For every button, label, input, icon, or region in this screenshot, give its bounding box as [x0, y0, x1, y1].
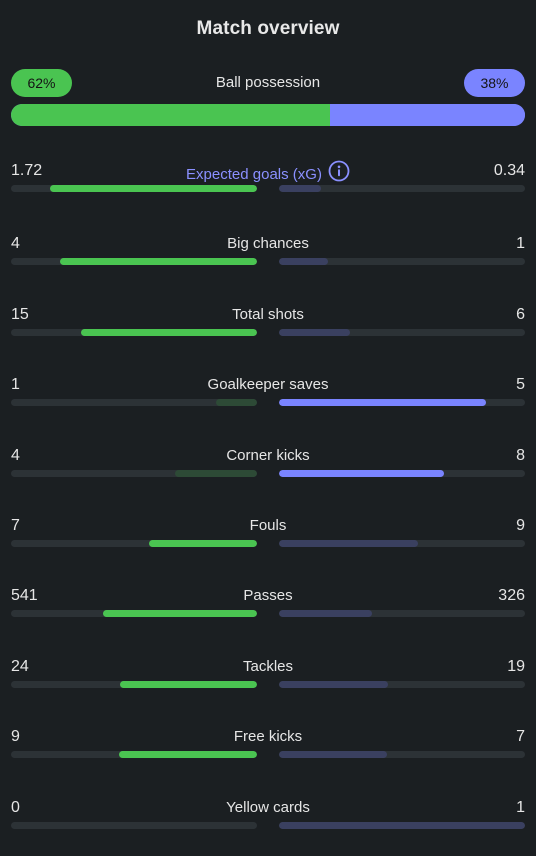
stat-label: Tackles — [242, 658, 294, 675]
home-bar-track — [11, 329, 257, 336]
stat-label-wrap: Fouls — [11, 516, 525, 536]
home-bar-track — [11, 185, 257, 192]
home-bar-fill — [148, 540, 257, 547]
away-bar-track — [279, 540, 525, 547]
stat-label: Corner kicks — [226, 447, 310, 464]
possession-bar — [11, 104, 525, 126]
home-bar-track — [11, 399, 257, 406]
home-bar-fill — [216, 399, 257, 406]
stat-row-corner-kicks: 4 Corner kicks 8 — [11, 446, 525, 488]
home-value: 1 — [11, 376, 20, 393]
away-possession-badge: 38% — [464, 69, 525, 97]
home-bar-fill — [119, 751, 257, 758]
away-bar-fill — [279, 681, 389, 688]
home-bar-fill — [174, 470, 257, 477]
away-bar-track — [279, 822, 525, 829]
stat-label: Fouls — [249, 517, 287, 534]
home-bar-fill — [103, 610, 257, 617]
home-possession-badge: 62% — [11, 69, 72, 97]
away-value: 6 — [516, 306, 525, 323]
away-bar-fill — [279, 185, 321, 192]
away-value: 326 — [498, 587, 525, 604]
possession-bar-home — [11, 104, 330, 126]
away-bar-fill — [279, 470, 444, 477]
stat-row-fouls: 7 Fouls 9 — [11, 516, 525, 558]
home-bar-fill — [120, 681, 257, 688]
home-value: 0 — [11, 799, 20, 816]
stat-label: Expected goals (xG) — [186, 165, 322, 183]
away-value: 1 — [516, 235, 525, 252]
home-value: 4 — [11, 235, 20, 252]
away-bar-track — [279, 185, 525, 192]
stat-label: Big chances — [227, 235, 309, 252]
home-value: 15 — [11, 306, 29, 323]
home-bar-track — [11, 610, 257, 617]
away-bar-fill — [279, 399, 486, 406]
home-value: 24 — [11, 658, 29, 675]
away-value: 5 — [516, 376, 525, 393]
away-value: 8 — [516, 447, 525, 464]
stat-label: Yellow cards — [226, 799, 310, 816]
possession-bar-away — [329, 104, 525, 126]
stat-label-wrap: Free kicks — [11, 727, 525, 747]
away-value: 1 — [516, 799, 525, 816]
stat-row-big-chances: 4 Big chances 1 — [11, 234, 525, 276]
away-bar-fill — [279, 610, 373, 617]
stat-label-wrap: Total shots — [11, 305, 525, 325]
possession-header: 62% Ball possession 38% — [11, 69, 525, 97]
away-bar-fill — [279, 822, 525, 829]
home-bar-fill — [81, 329, 257, 336]
home-value: 4 — [11, 447, 20, 464]
home-value: 7 — [11, 517, 20, 534]
home-bar-track — [11, 681, 257, 688]
stat-label-wrap: Big chances — [11, 234, 525, 254]
stat-row-total-shots: 15 Total shots 6 — [11, 305, 525, 347]
stat-label-wrap: Tackles — [11, 657, 525, 677]
home-value: 9 — [11, 728, 20, 745]
stat-label-wrap: Passes — [11, 586, 525, 606]
away-bar-fill — [279, 258, 329, 265]
page-title: Match overview — [196, 18, 340, 39]
away-bar-track — [279, 399, 525, 406]
stat-label-wrap[interactable]: Expected goals (xG) — [11, 160, 525, 189]
away-bar-track — [279, 681, 525, 688]
home-bar-fill — [60, 258, 257, 265]
away-bar-track — [279, 610, 525, 617]
stat-row-passes: 541 Passes 326 — [11, 586, 525, 628]
home-bar-track — [11, 470, 257, 477]
away-bar-fill — [279, 751, 388, 758]
stat-row-expected-goals-xg: 1.72 Expected goals (xG) 0.34 — [11, 160, 525, 203]
stat-row-goalkeeper-saves: 1 Goalkeeper saves 5 — [11, 375, 525, 417]
stat-label-wrap: Yellow cards — [11, 798, 525, 818]
stat-row-yellow-cards: 0 Yellow cards 1 — [11, 798, 525, 840]
possession-label: Ball possession — [215, 74, 321, 91]
stat-label: Total shots — [232, 306, 304, 323]
away-bar-fill — [279, 329, 351, 336]
stat-label: Passes — [243, 587, 293, 604]
home-bar-track — [11, 258, 257, 265]
home-bar-track — [11, 751, 257, 758]
home-bar-track — [11, 822, 257, 829]
stat-row-tackles: 24 Tackles 19 — [11, 657, 525, 699]
stat-label-wrap: Goalkeeper saves — [11, 375, 525, 395]
home-bar-track — [11, 540, 257, 547]
away-bar-fill — [279, 540, 418, 547]
away-bar-track — [279, 470, 525, 477]
stat-row-free-kicks: 9 Free kicks 7 — [11, 727, 525, 769]
away-bar-track — [279, 258, 525, 265]
away-bar-track — [279, 329, 525, 336]
away-value: 7 — [516, 728, 525, 745]
home-value: 541 — [11, 587, 38, 604]
home-bar-fill — [50, 185, 257, 192]
stat-label: Goalkeeper saves — [207, 376, 329, 393]
away-value: 0.34 — [493, 162, 525, 179]
away-value: 19 — [507, 658, 525, 675]
away-bar-track — [279, 751, 525, 758]
away-value: 9 — [516, 517, 525, 534]
stat-label: Free kicks — [233, 728, 303, 745]
stat-label-wrap: Corner kicks — [11, 446, 525, 466]
info-circle-icon[interactable] — [328, 160, 350, 188]
home-value: 1.72 — [11, 162, 43, 179]
